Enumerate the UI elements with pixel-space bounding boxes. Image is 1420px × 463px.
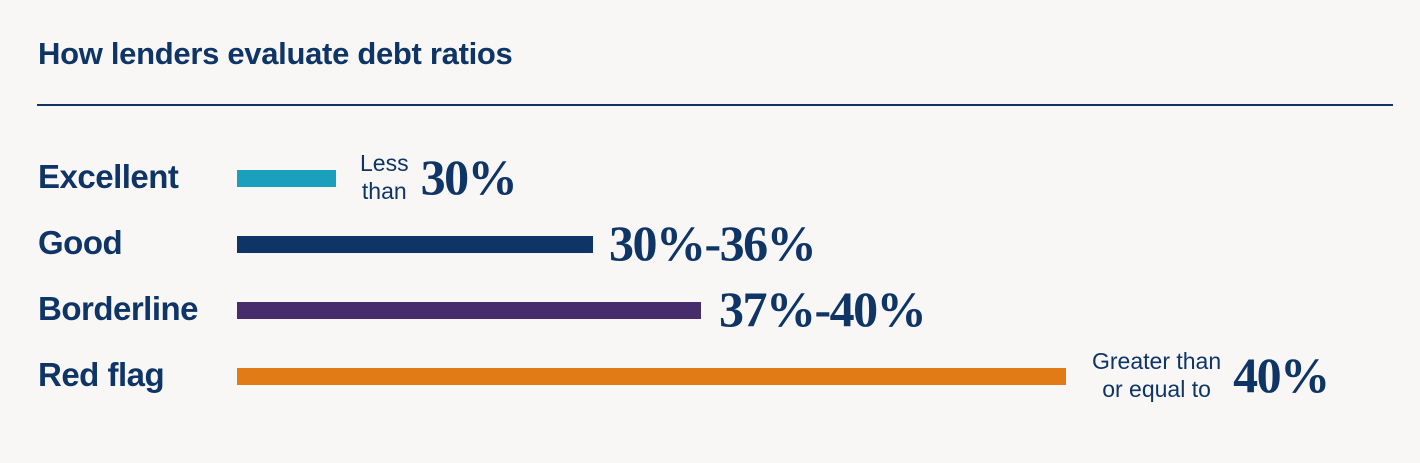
range-label-good: 30%-36% (609, 215, 817, 271)
annotation-red-flag: Greater than or equal to 40% (1092, 343, 1330, 407)
title-divider (37, 104, 1393, 106)
bar-borderline (237, 302, 701, 319)
chart-title: How lenders evaluate debt ratios (38, 36, 513, 71)
range-label-excellent: 30% (420, 149, 518, 205)
range-label-red-flag: 40% (1233, 347, 1330, 403)
category-label-borderline: Borderline (38, 290, 199, 327)
category-label-good: Good (38, 224, 123, 261)
annotation-good: 30%-36% (609, 211, 817, 275)
bar-good (237, 236, 593, 253)
annotation-borderline: 37%-40% (719, 277, 927, 341)
bar-excellent (237, 170, 336, 187)
qualifier-line: than (361, 178, 407, 204)
range-label-borderline: 37%-40% (719, 281, 927, 337)
category-label-excellent: Excellent (38, 158, 179, 195)
qualifier-red-flag: Greater than or equal to (1092, 347, 1221, 403)
category-label-red-flag: Red flag (38, 356, 165, 393)
qualifier-line: or equal to (1102, 376, 1211, 402)
qualifier-excellent: Less than (360, 149, 409, 205)
bar-red-flag (237, 368, 1066, 385)
annotation-excellent: Less than 30% (360, 145, 518, 209)
qualifier-line: Greater than (1092, 348, 1222, 374)
qualifier-line: Less (360, 150, 409, 176)
